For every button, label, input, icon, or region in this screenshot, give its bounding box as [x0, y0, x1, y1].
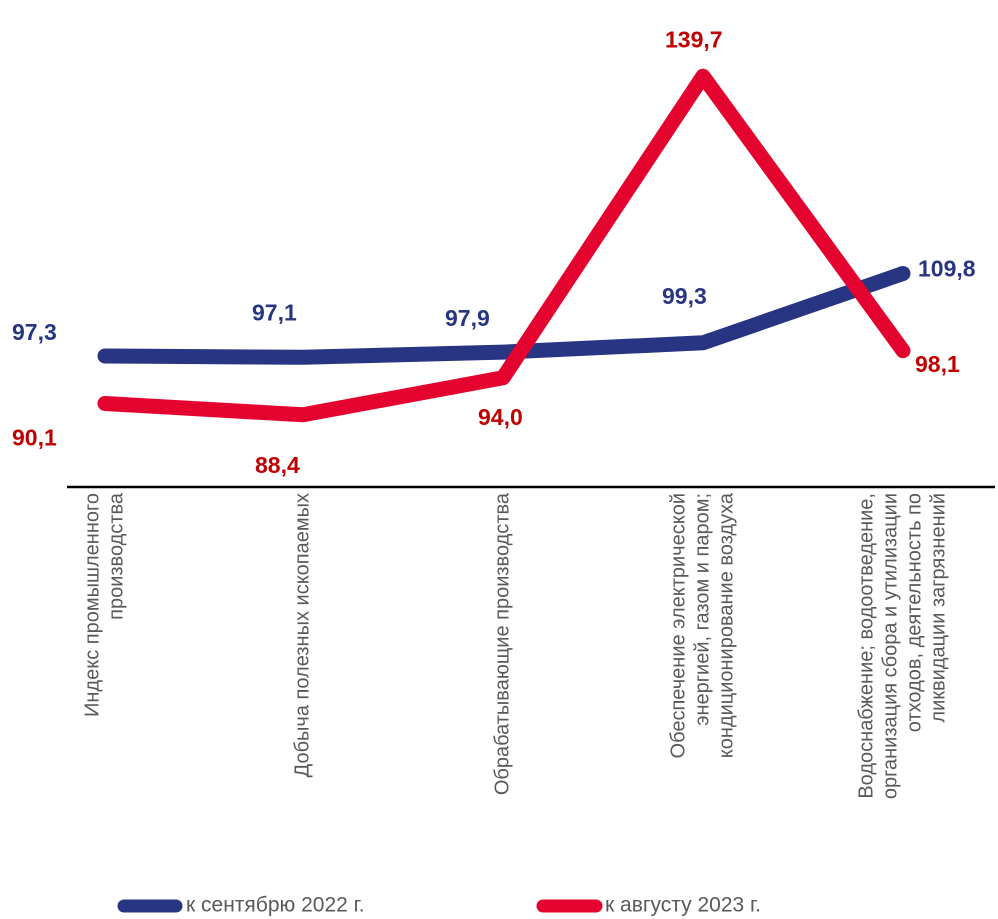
- category-label-line: организация сбора и утилизации: [879, 493, 901, 799]
- data-label-series-1: 97,9: [445, 305, 490, 331]
- data-label-series-1: 97,3: [12, 319, 57, 345]
- data-label-series-2: 98,1: [915, 351, 960, 377]
- category-label: Индекс промышленного производства: [81, 492, 127, 717]
- category-label-line: Обрабатывающие производства: [491, 492, 513, 795]
- data-labels: 97,3 97,1 97,9 99,3 109,8 90,1 88,4 94,0 139,7 98…: [12, 26, 976, 478]
- category-label-line: кондиционирование воздуха: [715, 492, 737, 758]
- data-label-series-2: 139,7: [665, 26, 723, 52]
- legend: к сентябрю 2022 г. к августу 2023 г.: [117, 894, 761, 917]
- category-label: Добыча полезных ископаемых: [291, 493, 313, 777]
- series-lines: [97, 68, 911, 423]
- data-label-series-2: 94,0: [478, 404, 523, 430]
- category-label-line: энергией, газом и паром;: [691, 493, 713, 726]
- data-label-series-1: 99,3: [662, 283, 707, 309]
- data-label-series-1: 109,8: [918, 256, 976, 282]
- series-line-1: [97, 266, 911, 365]
- category-label-line: Добыча полезных ископаемых: [291, 493, 313, 777]
- category-label: Обеспечение электрической энергией, газом…: [667, 492, 737, 758]
- category-label-line: ликвидации загрязнений: [927, 493, 949, 723]
- category-label: Обрабатывающие производства: [491, 492, 513, 795]
- category-label-line: производства: [105, 492, 127, 620]
- category-label-line: Обеспечение электрической: [667, 493, 689, 758]
- legend-label-1: к сентябрю 2022 г.: [186, 894, 365, 917]
- category-label: Водоснабжение; водоотведение, организация…: [855, 493, 949, 799]
- category-label-line: Индекс промышленного: [81, 493, 103, 717]
- data-label-series-2: 90,1: [12, 425, 57, 451]
- legend-label-2: к августу 2023 г.: [605, 894, 761, 917]
- category-labels: Индекс промышленного производства Добыча п…: [81, 492, 949, 799]
- category-label-line: Водоснабжение; водоотведение,: [855, 493, 877, 799]
- data-label-series-2: 88,4: [255, 452, 300, 478]
- data-label-series-1: 97,1: [252, 299, 297, 325]
- category-label-line: отходов, деятельность по: [903, 493, 925, 732]
